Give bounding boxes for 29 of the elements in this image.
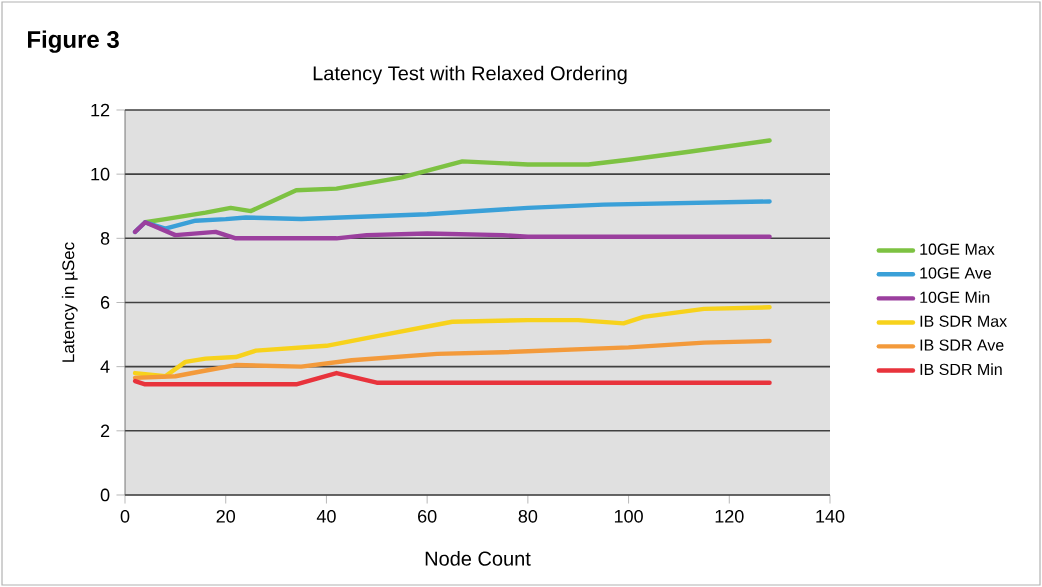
y-tick-label: 0 [100,488,110,502]
line-series [132,338,772,381]
x-tick-label: 80 [518,509,538,523]
chart-title: Latency Test with Relaxed Ordering [313,65,627,85]
caption: Figure 3 [28,30,119,53]
legend-label: IB SDR Min [920,363,1002,376]
line-series [132,220,772,241]
legend-label: 10GE Ave [920,267,992,279]
y-tick-label: 8 [100,231,110,245]
y-tick-label: 6 [100,296,110,309]
y-tick-label: 2 [100,424,110,438]
x-tick-label: 40 [316,509,336,523]
y-tick-label: 12 [91,103,110,117]
x-tick-label: 100 [614,509,643,523]
legend-label: IB SDR Max [920,315,1007,327]
x-tick-label: 20 [216,509,236,523]
line-series [132,370,772,387]
y-tick-label: 10 [91,167,110,181]
y-axis-title: Latency in µSec [61,242,78,362]
x-tick-label: 0 [120,509,130,523]
legend-label: 10GE Max [920,243,995,255]
legend-label: 10GE Min [920,291,990,304]
legend-label: IB SDR Ave [920,339,1004,351]
x-axis-title: Node Count [425,551,531,566]
line-series [132,305,772,379]
x-tick-label: 140 [816,509,845,523]
x-tick-label: 60 [418,509,437,523]
x-tick-label: 120 [715,509,744,523]
y-tick-label: 4 [100,360,110,373]
